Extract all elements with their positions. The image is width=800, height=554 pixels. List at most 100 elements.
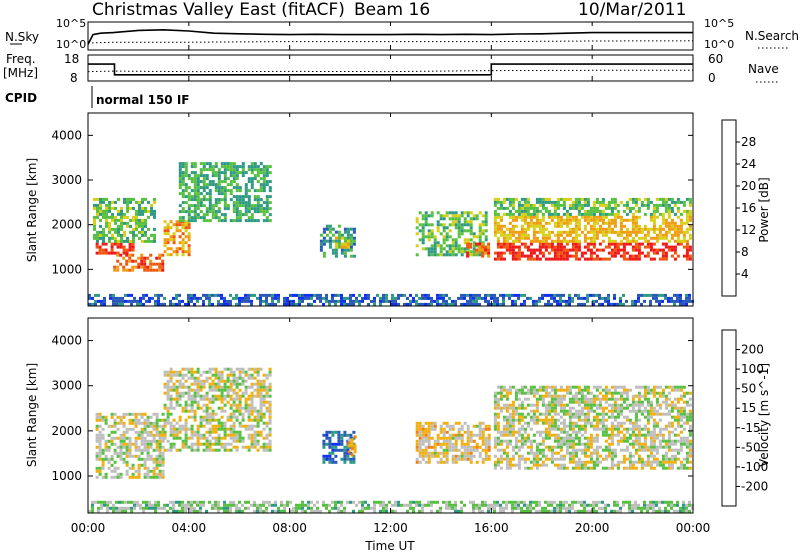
data-cell xyxy=(223,165,227,169)
data-cell xyxy=(634,242,638,246)
data-cell xyxy=(193,171,197,175)
data-cell xyxy=(430,244,434,248)
data-cell xyxy=(586,230,590,234)
data-cell xyxy=(517,415,521,419)
data-cell xyxy=(95,475,99,479)
data-cell xyxy=(508,230,512,234)
data-cell xyxy=(574,442,578,446)
data-cell xyxy=(469,220,473,224)
data-cell xyxy=(688,218,692,222)
data-cell xyxy=(487,442,491,446)
data-cell xyxy=(595,454,599,458)
data-cell xyxy=(166,385,170,389)
data-cell xyxy=(457,214,461,218)
data-cell xyxy=(178,391,182,395)
data-cell xyxy=(268,207,272,211)
data-cell xyxy=(550,451,554,455)
data-cell xyxy=(673,203,677,207)
data-cell xyxy=(350,444,354,448)
data-cell xyxy=(634,239,638,243)
data-cell xyxy=(101,475,105,479)
data-cell xyxy=(154,293,157,297)
data-cell xyxy=(166,418,170,422)
data-cell xyxy=(613,397,617,401)
data-cell xyxy=(158,262,162,266)
data-cell xyxy=(550,445,554,449)
data-cell xyxy=(172,235,176,239)
data-cell xyxy=(424,302,427,306)
data-cell xyxy=(682,203,686,207)
data-cell xyxy=(487,445,491,449)
data-cell xyxy=(577,412,581,416)
data-cell xyxy=(673,227,677,231)
data-cell xyxy=(565,442,569,446)
data-cell xyxy=(496,403,500,407)
data-cell xyxy=(517,251,521,255)
data-cell xyxy=(577,224,581,228)
data-cell xyxy=(247,376,251,380)
data-cell xyxy=(199,385,203,389)
data-cell xyxy=(149,445,153,449)
data-cell xyxy=(673,230,677,234)
data-cell xyxy=(190,394,194,398)
data-cell xyxy=(418,445,422,449)
data-cell xyxy=(589,406,593,410)
data-cell xyxy=(232,174,236,178)
data-cell xyxy=(625,439,629,443)
data-cell xyxy=(433,299,436,303)
data-cell xyxy=(268,293,271,297)
data-cell xyxy=(541,251,545,255)
data-cell xyxy=(541,197,545,201)
data-cell xyxy=(559,203,563,207)
data-cell xyxy=(646,254,650,258)
data-cell xyxy=(568,293,571,297)
data-cell xyxy=(175,253,179,257)
data-cell xyxy=(220,445,224,449)
data-cell xyxy=(190,376,194,380)
data-cell xyxy=(460,445,464,449)
data-cell xyxy=(574,254,578,258)
data-cell xyxy=(565,445,569,449)
data-cell xyxy=(520,236,524,240)
data-cell xyxy=(580,442,584,446)
data-cell xyxy=(457,457,461,461)
data-cell xyxy=(208,299,211,303)
data-cell xyxy=(292,299,295,303)
data-cell xyxy=(616,233,620,237)
data-cell xyxy=(125,436,129,440)
data-cell xyxy=(250,186,254,190)
data-cell xyxy=(535,218,539,222)
data-cell xyxy=(511,400,515,404)
data-cell xyxy=(226,207,230,211)
data-cell xyxy=(574,227,578,231)
data-cell xyxy=(622,406,626,410)
data-cell xyxy=(113,469,117,473)
data-cell xyxy=(226,448,230,452)
data-cell xyxy=(535,388,539,392)
data-cell xyxy=(217,174,221,178)
colorbar-tick-label: 12 xyxy=(741,223,756,237)
data-cell xyxy=(286,296,289,300)
data-cell xyxy=(520,415,524,419)
data-cell xyxy=(217,388,221,392)
data-cell xyxy=(223,162,227,166)
data-cell xyxy=(613,293,616,297)
data-cell xyxy=(385,299,388,303)
data-cell xyxy=(622,427,626,431)
data-cell xyxy=(637,215,641,219)
data-cell xyxy=(265,394,269,398)
data-cell xyxy=(196,299,199,303)
data-cell xyxy=(445,235,449,239)
data-cell xyxy=(592,385,596,389)
data-cell xyxy=(679,293,682,297)
data-cell xyxy=(153,239,156,243)
data-cell xyxy=(304,293,307,297)
data-cell xyxy=(235,391,239,395)
data-cell xyxy=(553,403,557,407)
data-cell xyxy=(262,442,266,446)
data-cell xyxy=(220,219,224,223)
data-cell xyxy=(205,379,209,383)
data-cell xyxy=(484,238,488,242)
data-cell xyxy=(544,412,548,416)
data-cell xyxy=(181,376,185,380)
